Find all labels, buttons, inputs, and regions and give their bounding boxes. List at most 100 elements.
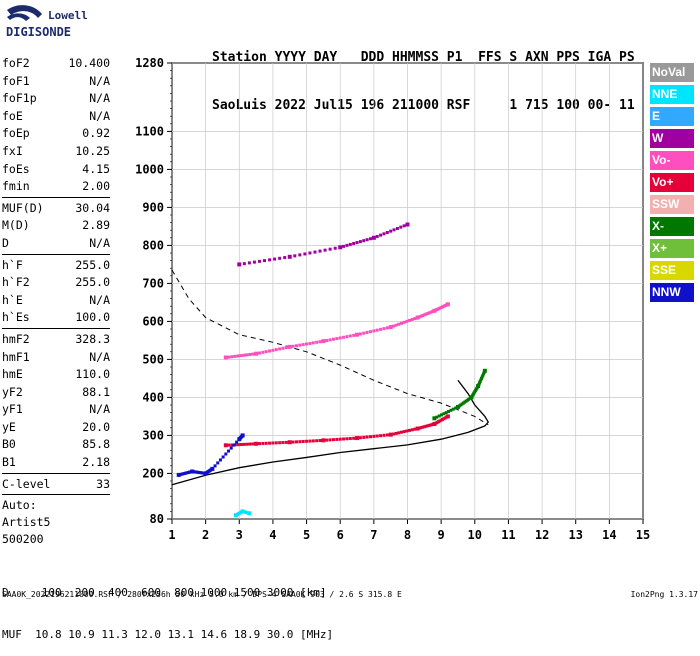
echo-trace-point bbox=[200, 471, 204, 475]
param-row: hmE 110.0 bbox=[2, 366, 110, 384]
param-value: N/A bbox=[89, 91, 110, 106]
param-name: foEs bbox=[2, 161, 30, 176]
echo-trace-point bbox=[278, 256, 282, 260]
echo-trace-point bbox=[475, 385, 479, 389]
y-tick-label: 700 bbox=[142, 276, 164, 290]
echo-trace-point bbox=[382, 433, 386, 437]
param-value: 30.04 bbox=[75, 200, 110, 215]
echo-trace-point bbox=[408, 428, 412, 432]
echo-trace-point bbox=[429, 310, 433, 314]
echo-trace-point bbox=[440, 417, 444, 421]
param-name: hmF2 bbox=[2, 331, 30, 346]
echo-trace-point bbox=[417, 315, 421, 319]
echo-point bbox=[237, 262, 242, 267]
echo-trace-point bbox=[201, 471, 205, 475]
echo-trace-point bbox=[352, 242, 356, 245]
echo-trace-point bbox=[238, 437, 242, 441]
muf-row: MUF 10.8 10.9 11.3 12.0 13.1 14.6 18.9 3… bbox=[2, 628, 334, 641]
echo-trace-point bbox=[471, 393, 475, 397]
param-name: B0 bbox=[2, 437, 16, 452]
param-value: 20.0 bbox=[82, 419, 110, 434]
echo-trace-point bbox=[308, 251, 312, 255]
x-tick-label: 9 bbox=[438, 528, 445, 542]
echo-trace-point bbox=[470, 394, 474, 398]
echo-trace-point bbox=[193, 470, 197, 474]
echo-trace-point bbox=[318, 340, 322, 344]
echo-trace-point bbox=[271, 348, 275, 352]
echo-trace-point bbox=[232, 443, 236, 447]
x-tick-label: 11 bbox=[501, 528, 515, 542]
echo-trace-point bbox=[397, 322, 401, 326]
echo-trace-point bbox=[345, 335, 349, 339]
echo-trace-point bbox=[311, 439, 315, 443]
echo-trace-point bbox=[238, 436, 242, 440]
param-value: 2.18 bbox=[82, 455, 110, 470]
param-row: h`F 255.0 bbox=[2, 257, 110, 275]
param-value: N/A bbox=[89, 292, 110, 307]
echo-trace-point bbox=[268, 441, 272, 445]
echo-trace-point bbox=[273, 257, 277, 261]
echo-trace-point bbox=[305, 342, 309, 346]
echo-point bbox=[247, 511, 252, 516]
echo-trace-point bbox=[402, 430, 406, 434]
echo-trace-point bbox=[477, 382, 481, 386]
echo-trace-point bbox=[202, 471, 206, 475]
echo-trace-point bbox=[421, 425, 425, 429]
echo-point bbox=[210, 466, 215, 471]
echo-trace-point bbox=[368, 330, 372, 334]
echo-trace-point bbox=[335, 337, 339, 341]
echo-point bbox=[190, 469, 195, 474]
echo-trace-point bbox=[399, 430, 403, 434]
echo-trace-point bbox=[242, 262, 246, 266]
header-line-1: Station YYYY DAY DDD HHMMSS P1 FFS S AXN… bbox=[212, 50, 635, 65]
echo-trace-point bbox=[410, 318, 414, 321]
echo-trace-point bbox=[445, 303, 449, 307]
echo-trace-point bbox=[245, 511, 249, 515]
echo-trace-point bbox=[454, 406, 458, 410]
param-name: hmF1 bbox=[2, 349, 30, 364]
echo-point bbox=[388, 432, 393, 437]
echo-trace-point bbox=[181, 472, 185, 476]
param-row: foF1 N/A bbox=[2, 73, 110, 91]
param-name: yF2 bbox=[2, 384, 23, 399]
echo-trace-point bbox=[271, 441, 275, 445]
echo-point bbox=[254, 351, 259, 356]
echo-trace-point bbox=[281, 441, 285, 445]
param-row: foEs 4.15 bbox=[2, 161, 110, 179]
param-value: 100.0 bbox=[75, 310, 110, 325]
echo-trace-point bbox=[475, 386, 479, 390]
echo-trace-point bbox=[264, 441, 268, 445]
legend-item-w: W bbox=[650, 129, 694, 148]
echo-trace-point bbox=[328, 338, 332, 342]
echo-trace-point bbox=[283, 256, 287, 260]
echo-trace-point bbox=[434, 308, 438, 312]
echo-trace-point bbox=[318, 439, 322, 443]
echo-trace-point bbox=[352, 436, 356, 440]
echo-trace-point bbox=[335, 437, 339, 441]
muf-distance-table: D 100 200 400 600 800 1000 1500 3000 [km… bbox=[2, 558, 333, 656]
echo-point bbox=[405, 222, 410, 227]
echo-trace-point bbox=[248, 442, 252, 446]
y-tick-label: 300 bbox=[142, 428, 164, 442]
param-row: hmF1 N/A bbox=[2, 349, 110, 367]
param-row: foF1p N/A bbox=[2, 90, 110, 108]
echo-trace-point bbox=[439, 418, 443, 422]
param-row: foE N/A bbox=[2, 108, 110, 126]
x-tick-label: 8 bbox=[404, 528, 411, 542]
echo-trace-point bbox=[227, 355, 231, 359]
param-value: 4.15 bbox=[82, 161, 110, 176]
echo-trace-point bbox=[325, 438, 329, 442]
echo-trace-point bbox=[442, 412, 446, 416]
legend-item-x: X- bbox=[650, 217, 694, 236]
echo-trace-point bbox=[323, 248, 327, 252]
echo-trace-point bbox=[460, 402, 464, 406]
echo-trace-point bbox=[204, 471, 208, 475]
param-row: yF1 N/A bbox=[2, 401, 110, 419]
echo-trace-point bbox=[478, 379, 482, 383]
echo-point bbox=[415, 315, 420, 320]
echo-trace-point bbox=[451, 407, 455, 411]
echo-trace-point bbox=[187, 470, 191, 474]
param-value: 0.92 bbox=[82, 126, 110, 141]
param-name: foF1p bbox=[2, 91, 37, 106]
echo-trace-point bbox=[240, 434, 244, 438]
